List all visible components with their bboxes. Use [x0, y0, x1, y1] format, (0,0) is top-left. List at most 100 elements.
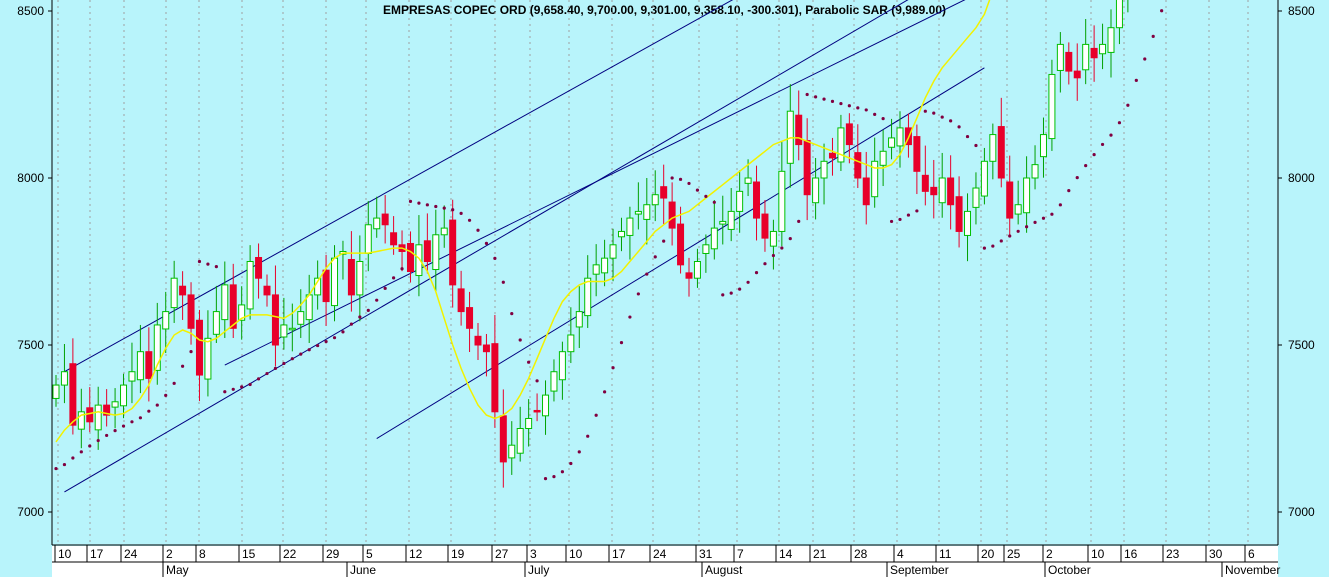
sar-dot [653, 255, 657, 259]
x-tick-label: 5 [366, 547, 373, 561]
candle-up [710, 227, 718, 250]
sar-dot [240, 385, 244, 389]
sar-dot [467, 218, 472, 222]
sar-dot [695, 188, 700, 192]
sar-dot [459, 211, 463, 215]
sar-dot [1134, 78, 1138, 82]
candle-down [660, 186, 668, 199]
moving-average [55, 0, 991, 443]
candle-up [702, 244, 710, 254]
candle-up [1099, 43, 1107, 55]
candle-up [643, 204, 651, 220]
candle-down [187, 294, 195, 329]
sar-dot [704, 194, 708, 198]
y-tick-label: 8500 [17, 4, 44, 18]
candle-up [94, 404, 102, 431]
sar-dot [1041, 216, 1046, 220]
axes-frame [51, 0, 1279, 577]
sar-dot [678, 177, 683, 181]
candle-down [103, 404, 111, 416]
sar-dot [940, 115, 944, 119]
x-tick-label: 21 [813, 547, 827, 561]
candle-down [828, 152, 836, 159]
sar-dot [957, 125, 961, 129]
sar-dot [273, 366, 278, 370]
candle-up [1031, 164, 1039, 179]
sar-dot [138, 416, 142, 420]
candle-down [921, 174, 929, 192]
sar-dot [1008, 234, 1012, 238]
sar-dot [662, 239, 666, 243]
candle-down [179, 285, 187, 296]
sar-dot [1016, 229, 1020, 233]
sar-dot [375, 298, 379, 302]
candle-down [803, 140, 811, 196]
candle-up [153, 324, 161, 371]
candle-down [1006, 181, 1014, 219]
sar-dot [434, 204, 438, 209]
sar-dot [105, 433, 109, 438]
candle-up [440, 227, 448, 236]
candle-down [423, 240, 431, 263]
sar-dot [906, 213, 911, 217]
candle-up [246, 261, 254, 310]
candle-up [558, 351, 566, 381]
sar-dot [155, 403, 159, 407]
month-label: July [528, 563, 549, 577]
sar-dot [1100, 142, 1105, 147]
candle-up [609, 244, 617, 259]
candle-up [1115, 0, 1123, 29]
candle-up [972, 187, 980, 208]
candle-up [1023, 177, 1031, 214]
candle-up [280, 324, 288, 338]
sar-dot [611, 366, 615, 370]
sar-dot [1058, 203, 1062, 207]
candle-up [221, 284, 229, 321]
sar-dot [594, 413, 598, 417]
sar-dot [814, 95, 818, 99]
x-axis-ticks: 10 17 24 2 8 15 22 29 5 12 19 27 3 10 17 24 31 7 14 21 28 4 11… [54, 545, 1280, 577]
sar-dot [307, 348, 311, 352]
sar-dot [248, 382, 252, 387]
candle-down [955, 196, 963, 232]
candle-down [271, 294, 279, 346]
candle-up [364, 224, 372, 254]
candle-down [322, 269, 330, 303]
sar-dot [603, 390, 607, 394]
sar-dot [451, 208, 455, 212]
candle-up [871, 160, 879, 198]
candle-down [862, 177, 870, 206]
sar-dot [754, 271, 759, 275]
sar-dot [1025, 225, 1029, 229]
candle-up [136, 351, 144, 381]
x-tick-label: 3 [530, 547, 537, 561]
candle-up [542, 394, 550, 417]
candle-up [938, 177, 946, 204]
candle-down [997, 126, 1005, 179]
x-tick-label: 29 [326, 547, 340, 561]
candle-up [52, 384, 60, 399]
sar-dot [231, 387, 235, 391]
x-tick-label: 17 [90, 547, 104, 561]
sar-dot [1143, 57, 1147, 61]
x-tick-label: 30 [1209, 547, 1223, 561]
sar-dot [493, 256, 497, 261]
x-tick-label: 24 [124, 547, 138, 561]
sar-dot [569, 461, 573, 466]
sar-dot [915, 209, 919, 213]
candle-down [677, 223, 685, 266]
month-label: November [1225, 563, 1280, 577]
candle-down [685, 272, 693, 279]
sar-dot [856, 106, 860, 110]
candle-up [60, 371, 68, 386]
x-tick-label: 24 [653, 547, 667, 561]
sar-dot [501, 280, 505, 284]
sar-dot [822, 97, 826, 101]
candle-up [837, 127, 845, 163]
candles [52, 0, 1129, 488]
sar-dot [71, 456, 75, 460]
sar-dot [400, 267, 404, 271]
sar-dot [290, 357, 294, 361]
sar-dot [780, 246, 784, 250]
